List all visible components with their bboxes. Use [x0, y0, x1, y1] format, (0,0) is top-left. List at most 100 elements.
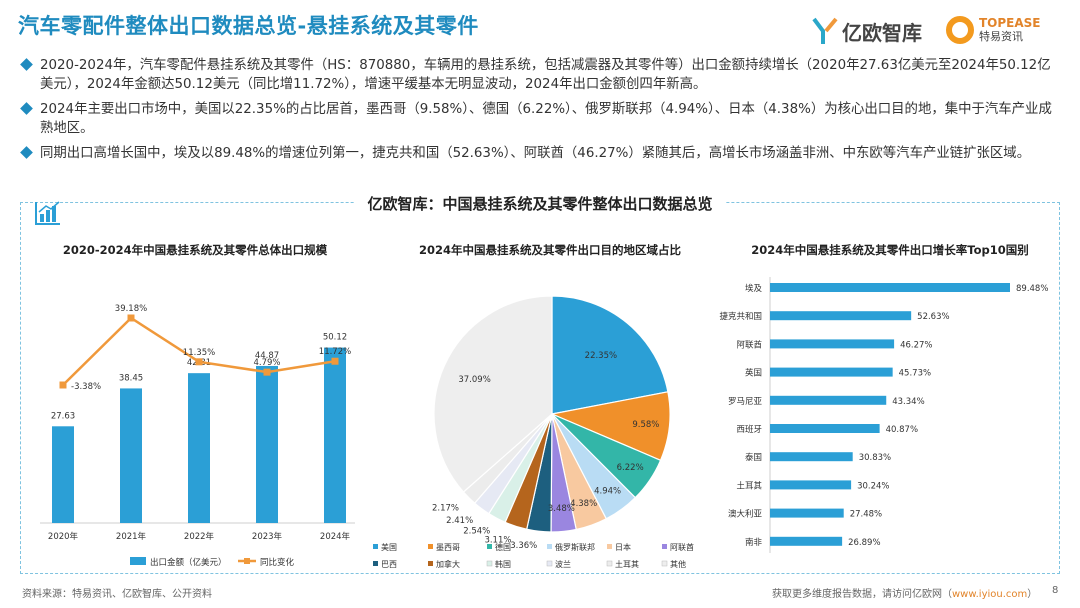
bar-value-label: 27.63	[51, 411, 75, 421]
pie-value-label: 4.38%	[570, 499, 597, 509]
growth-bar	[770, 395, 887, 405]
growth-value-label: 45.73%	[899, 369, 931, 379]
summary-bullet: 2024年主要出口市场中，美国以22.35%的占比居首，墨西哥（9.58%）、德…	[20, 100, 1062, 138]
yoy-value-label: 4.79%	[253, 358, 280, 368]
legend-label: 墨西哥	[436, 543, 460, 552]
pie-value-label: 3.36%	[510, 541, 537, 551]
x-tick-label: 2021年	[116, 531, 147, 542]
iyiou-logo: 亿欧智库	[812, 16, 922, 46]
pie-value-label: 2.17%	[432, 504, 459, 514]
chart2-title: 2024年中国悬挂系统及其零件出口目的地区域占比	[418, 243, 681, 257]
growth-top10-chart: 埃及 89.48% 捷克共和国 52.63% 阿联酋 46.27% 英国 45.73% 罗马尼亚…	[719, 277, 1048, 553]
bullet-text: 同期出口高增长国中，埃及以89.48%的增速位列第一，捷克共和国（52.63%）…	[40, 146, 1031, 161]
yoy-point	[59, 381, 67, 389]
growth-bar	[770, 480, 852, 490]
pie-value-label: 3.48%	[548, 504, 575, 514]
panel-title: 亿欧智库：中国悬挂系统及其零件整体出口数据总览	[0, 193, 1080, 214]
legend-label: 日本	[615, 542, 631, 552]
destination-share-pie: 22.35% 9.58% 6.22% 4.94% 4.38%3.48% 3.36%3.11…	[373, 295, 694, 569]
growth-value-label: 52.63%	[917, 312, 949, 322]
legend-label: 土耳其	[615, 559, 639, 569]
bar-value-label: 50.12	[323, 333, 347, 343]
legend-swatch	[607, 544, 612, 549]
footer-url-link[interactable]: www.iyiou.com	[952, 589, 1028, 600]
country-label: 英国	[745, 368, 762, 379]
legend-swatch-bar	[130, 557, 146, 565]
legend-label-line: 同比变化	[260, 557, 295, 568]
summary-bullet: 2020-2024年，汽车零配件悬挂系统及其零件（HS：870880，车辆用的悬…	[20, 56, 1062, 94]
legend-swatch	[428, 561, 433, 566]
chart3-title: 2024年中国悬挂系统及其零件出口增长率Top10国别	[751, 243, 1029, 257]
yoy-point	[127, 314, 135, 322]
country-label: 捷克共和国	[719, 311, 762, 322]
pie-value-label: 2.54%	[463, 527, 490, 537]
country-label: 泰国	[745, 452, 762, 463]
growth-bar	[770, 367, 893, 377]
page-title: 汽车零配件整体出口数据总览-悬挂系统及其零件	[18, 14, 479, 38]
summary-bullet: 同期出口高增长国中，埃及以89.48%的增速位列第一，捷克共和国（52.63%）…	[20, 144, 1062, 163]
pie-value-label: 22.35%	[585, 351, 617, 361]
legend-label-bar: 出口金额（亿美元）	[150, 557, 227, 568]
pie-value-label: 37.09%	[458, 375, 490, 385]
legend-swatch-marker	[244, 558, 250, 564]
legend-swatch	[373, 544, 378, 549]
legend-label: 美国	[381, 542, 397, 552]
bar-value-label: 38.45	[119, 373, 143, 383]
legend-label: 巴西	[381, 560, 397, 569]
bar-value-label: 44.87	[255, 351, 279, 361]
country-label: 罗马尼亚	[728, 397, 763, 407]
legend-swatch	[428, 544, 433, 549]
footer-more-info: 获取更多维度报告数据，请访问亿欧网（www.iyiou.com）	[772, 589, 1038, 600]
growth-bar	[770, 311, 912, 321]
legend-label: 德国	[495, 542, 511, 552]
country-label: 土耳其	[736, 480, 762, 491]
legend-label: 阿联酋	[670, 542, 694, 552]
yoy-value-label: -3.38%	[71, 382, 101, 392]
pie-value-label: 2.41%	[446, 516, 473, 526]
country-label: 埃及	[745, 283, 763, 294]
page-number: 8	[1052, 585, 1059, 596]
yoy-value-label: 39.18%	[115, 304, 147, 314]
bar-export-amount	[324, 347, 346, 523]
legend-label: 俄罗斯联邦	[555, 542, 595, 552]
yoy-point	[331, 357, 339, 365]
pie-value-label: 4.94%	[594, 486, 621, 496]
country-label: 澳大利亚	[728, 509, 763, 520]
diamond-bullet-icon	[20, 102, 33, 115]
topease-logo: TOPEASE 特易资讯	[946, 16, 1041, 44]
legend-swatch	[486, 560, 493, 567]
growth-value-label: 27.48%	[850, 510, 882, 520]
growth-value-label: 89.48%	[1016, 284, 1048, 294]
growth-value-label: 26.89%	[848, 538, 880, 548]
bar-export-amount	[256, 365, 278, 523]
bar-export-amount	[52, 426, 74, 523]
bar-chart-icon	[34, 200, 62, 226]
pie-value-label: 9.58%	[632, 420, 659, 430]
legend-swatch	[662, 544, 667, 549]
legend-swatch	[547, 544, 552, 549]
pie-slice	[433, 295, 553, 493]
iyiou-logo-text: 亿欧智库	[842, 20, 922, 45]
x-tick-label: 2022年	[184, 531, 215, 542]
iyiou-logo-mark-icon	[812, 16, 838, 46]
x-tick-label: 2023年	[252, 531, 283, 542]
diamond-bullet-icon	[20, 58, 33, 71]
legend-swatch	[487, 544, 492, 549]
legend-swatch	[661, 560, 668, 567]
country-label: 西班牙	[736, 424, 762, 435]
growth-bar	[770, 283, 1010, 292]
growth-bar	[770, 536, 843, 546]
bar-export-amount	[188, 373, 210, 523]
yoy-value-label: 11.35%	[183, 348, 215, 358]
pie-value-label: 3.11%	[484, 536, 511, 546]
legend-label: 波兰	[555, 559, 571, 569]
yoy-point	[195, 358, 203, 366]
growth-value-label: 30.83%	[859, 453, 891, 463]
pie-slice	[551, 295, 669, 415]
source-note: 资料来源：特易资讯、亿欧智库、公开资料	[22, 589, 212, 600]
topease-logo-line2: 特易资讯	[979, 30, 1023, 43]
growth-value-label: 43.34%	[892, 397, 924, 407]
export-scale-chart: 27.632020年38.452021年42.812022年44.872023年…	[40, 304, 355, 568]
bullet-text: 2024年主要出口市场中，美国以22.35%的占比居首，墨西哥（9.58%）、德…	[40, 102, 1052, 136]
diamond-bullet-icon	[20, 146, 33, 159]
